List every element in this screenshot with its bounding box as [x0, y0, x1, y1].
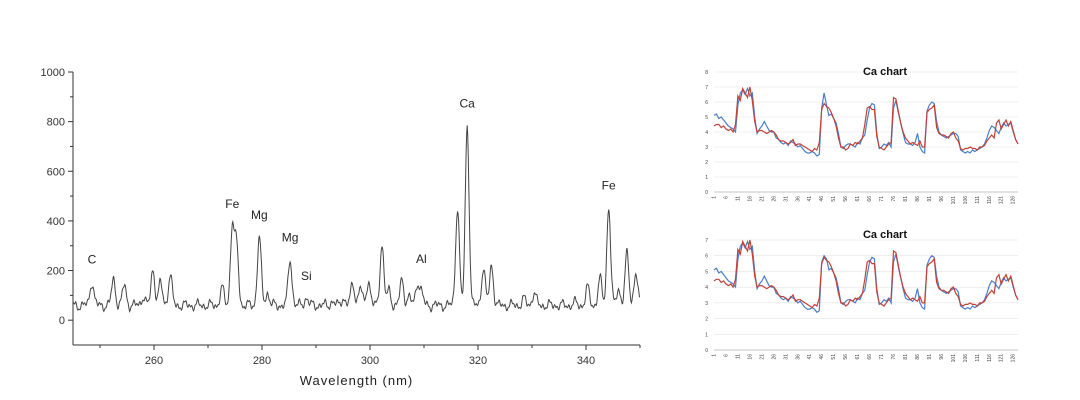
x-tick-label: 71 — [879, 196, 885, 202]
peak-label: Al — [416, 252, 427, 266]
x-tick-label: 51 — [831, 354, 837, 360]
x-axis-title: Wavelength (nm) — [300, 373, 414, 388]
x-tick-label: 41 — [807, 354, 813, 360]
y-tick-label: 2 — [705, 160, 708, 166]
x-tick-label: 116 — [987, 354, 993, 362]
y-tick-label: 5 — [705, 115, 708, 121]
y-tick-label: 8 — [705, 70, 708, 76]
y-tick-label: 4 — [705, 285, 708, 291]
peak-label: Fe — [602, 178, 616, 192]
peak-label: Mg — [251, 208, 268, 222]
x-tick-label: 51 — [831, 196, 837, 202]
y-tick-label: 1 — [705, 332, 708, 338]
x-tick-label: 16 — [747, 196, 753, 202]
peak-label: Mg — [282, 230, 299, 244]
y-tick-label: 800 — [47, 117, 65, 129]
series-line-blue — [713, 239, 1019, 314]
y-tick-label: 1 — [705, 175, 708, 181]
x-tick-label: 260 — [145, 355, 163, 367]
x-tick-label: 81 — [903, 196, 909, 202]
x-tick-label: 56 — [843, 196, 849, 202]
x-tick-label: 76 — [891, 354, 897, 360]
x-tick-label: 111 — [975, 196, 981, 204]
series-line-red — [713, 86, 1019, 153]
x-tick-label: 66 — [867, 354, 873, 360]
x-tick-label: 31 — [783, 196, 789, 202]
y-tick-label: 3 — [705, 145, 708, 151]
y-tick-label: 600 — [47, 166, 65, 178]
x-tick-label: 56 — [843, 354, 849, 360]
x-tick-label: 116 — [987, 196, 993, 204]
y-tick-label: 0 — [59, 315, 65, 327]
x-tick-label: 76 — [891, 196, 897, 202]
x-tick-label: 21 — [759, 196, 765, 202]
x-tick-label: 61 — [855, 354, 861, 360]
x-tick-label: 96 — [939, 354, 945, 360]
x-tick-label: 66 — [867, 196, 873, 202]
x-tick-label: 126 — [1011, 354, 1017, 363]
y-tick-label: 0 — [705, 190, 708, 196]
y-tick-label: 4 — [705, 130, 708, 136]
y-tick-label: 6 — [705, 100, 708, 106]
y-tick-label: 1000 — [41, 67, 65, 79]
x-tick-label: 86 — [915, 354, 921, 360]
x-tick-label: 31 — [783, 354, 789, 360]
x-tick-label: 11 — [735, 196, 741, 201]
x-tick-label: 101 — [951, 196, 957, 205]
x-tick-label: 81 — [903, 354, 909, 360]
y-tick-label: 6 — [705, 254, 708, 260]
x-tick-label: 36 — [795, 354, 801, 360]
x-tick-label: 111 — [975, 354, 981, 362]
x-tick-label: 121 — [999, 196, 1005, 205]
x-tick-label: 340 — [577, 355, 595, 367]
x-tick-label: 91 — [927, 354, 933, 360]
x-tick-label: 16 — [747, 354, 753, 360]
x-tick-label: 320 — [469, 355, 487, 367]
y-tick-label: 7 — [705, 238, 708, 244]
x-tick-label: 121 — [999, 354, 1005, 363]
x-tick-label: 46 — [819, 196, 825, 202]
x-tick-label: 106 — [963, 354, 969, 363]
peak-label: C — [88, 253, 97, 267]
x-tick-label: 106 — [963, 196, 969, 205]
x-tick-label: 280 — [253, 355, 271, 367]
y-tick-label: 200 — [47, 266, 65, 278]
chart-title: Ca chart — [863, 229, 907, 241]
series-line-red — [713, 239, 1019, 309]
peak-label: Si — [301, 269, 312, 283]
x-tick-label: 26 — [771, 354, 777, 360]
series-line-blue — [713, 86, 1019, 157]
x-tick-label: 46 — [819, 354, 825, 360]
x-tick-label: 11 — [735, 354, 741, 359]
x-tick-label: 101 — [951, 354, 957, 363]
y-tick-label: 7 — [705, 85, 708, 91]
x-tick-label: 300 — [361, 355, 379, 367]
x-tick-label: 6 — [724, 196, 730, 199]
x-tick-label: 71 — [879, 354, 885, 360]
peak-label: Ca — [460, 96, 476, 110]
x-tick-label: 1 — [712, 196, 718, 199]
spectrum-chart: 0 200 400 600 800 1000 260 280 300 320 340 Waveleng… — [41, 67, 641, 388]
y-tick-label: 2 — [705, 317, 708, 323]
x-tick-label: 96 — [939, 196, 945, 202]
x-tick-label: 126 — [1011, 196, 1017, 205]
y-tick-label: 3 — [705, 301, 708, 307]
x-tick-label: 61 — [855, 196, 861, 202]
y-tick-label: 0 — [705, 348, 708, 354]
x-tick-label: 36 — [795, 196, 801, 202]
y-tick-label: 5 — [705, 269, 708, 275]
x-tick-label: 1 — [712, 354, 718, 357]
spectrum-line — [73, 125, 640, 313]
x-tick-label: 6 — [724, 354, 730, 357]
y-tick-label: 400 — [47, 216, 65, 228]
peak-label: Fe — [225, 197, 239, 211]
x-tick-label: 26 — [771, 196, 777, 202]
x-tick-label: 91 — [927, 196, 933, 202]
x-tick-label: 86 — [915, 196, 921, 202]
x-tick-label: 21 — [759, 354, 765, 360]
x-tick-label: 41 — [807, 196, 813, 202]
chart-title: Ca chart — [863, 66, 907, 78]
